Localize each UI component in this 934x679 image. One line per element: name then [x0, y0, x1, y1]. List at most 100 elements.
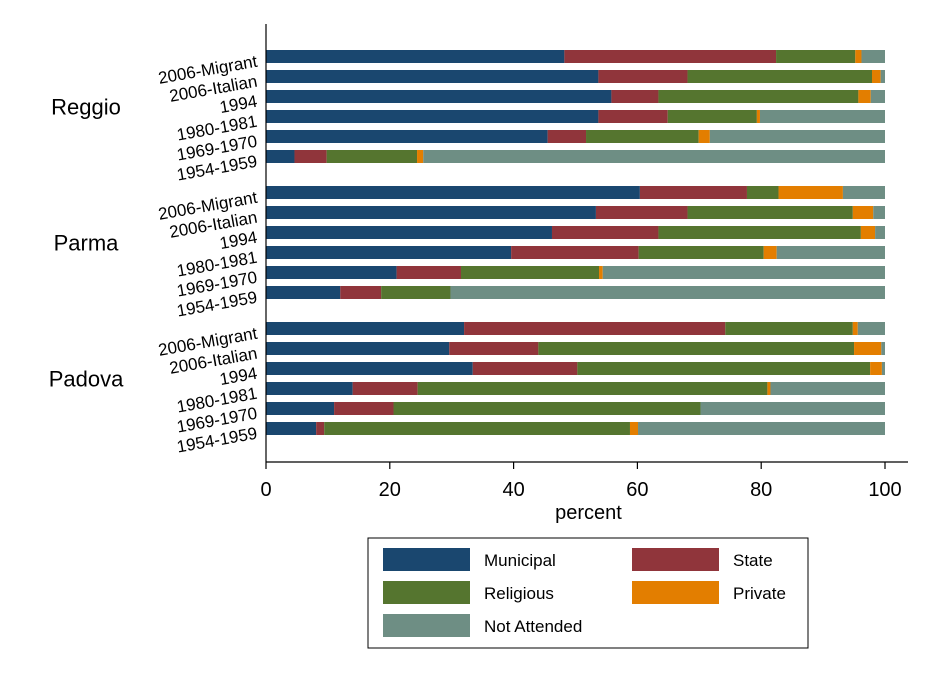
bar-segment-parma-2006-migrant-state [639, 186, 747, 199]
bar-segment-parma-1980-1981-not-attended [776, 246, 885, 259]
bar-segment-parma-2006-migrant-municipal [266, 186, 640, 199]
group-label-parma: Parma [54, 231, 120, 256]
legend-label-not-attended: Not Attended [484, 617, 582, 636]
bar-segment-parma-1994-private [860, 226, 876, 239]
category-labels: 2006-Migrant2006-Italian19941980-1981196… [49, 52, 259, 457]
bar-segment-parma-2006-italian-religious [687, 206, 853, 219]
bar-segment-parma-2006-migrant-not-attended [842, 186, 885, 199]
legend-label-private: Private [733, 584, 786, 603]
x-tick-label: 20 [379, 479, 401, 501]
bar-segment-reggio-1954-1959-municipal [266, 150, 295, 163]
bar-segment-parma-2006-italian-municipal [266, 206, 596, 219]
legend-swatch-religious [383, 581, 470, 604]
bar-segment-padova-2006-italian-religious [538, 342, 855, 355]
bar-segment-reggio-2006-italian-not-attended [880, 70, 885, 83]
group-label-reggio: Reggio [51, 95, 121, 120]
bar-segment-reggio-1969-1970-private [698, 130, 710, 143]
bar-segment-reggio-2006-migrant-religious [776, 50, 856, 63]
bar-segment-reggio-2006-migrant-private [855, 50, 862, 63]
bar-segment-parma-1980-1981-municipal [266, 246, 512, 259]
x-tick-label: 60 [626, 479, 648, 501]
bar-segment-padova-1980-1981-religious [417, 382, 768, 395]
bar-segment-padova-1980-1981-municipal [266, 382, 353, 395]
bar-segment-reggio-1954-1959-private [417, 150, 424, 163]
bar-segment-padova-2006-migrant-private [852, 322, 858, 335]
bar-segment-parma-1969-1970-religious [460, 266, 600, 279]
legend-label-municipal: Municipal [484, 551, 556, 570]
bar-segment-padova-1969-1970-not-attended [700, 402, 885, 415]
bar-segment-parma-1954-1959-not-attended [450, 286, 885, 299]
bar-segment-padova-2006-italian-municipal [266, 342, 450, 355]
legend: Municipal State Religious Private Not Attend… [367, 537, 809, 649]
x-tick-label: 100 [868, 479, 901, 501]
bar-segment-padova-1954-1959-municipal [266, 422, 317, 435]
bar-segment-parma-1980-1981-religious [638, 246, 764, 259]
bar-segment-padova-2006-migrant-religious [725, 322, 853, 335]
bar-segment-reggio-1980-1981-state [598, 110, 668, 123]
bar-segment-parma-1954-1959-religious [381, 286, 451, 299]
x-tick-label: 0 [260, 479, 271, 501]
bar-segment-parma-1954-1959-municipal [266, 286, 341, 299]
bar-segment-reggio-1969-1970-municipal [266, 130, 548, 143]
bar-segment-parma-2006-migrant-private [778, 186, 843, 199]
bar-segment-parma-1969-1970-not-attended [602, 266, 885, 279]
bar-segment-parma-1969-1970-state [396, 266, 461, 279]
bar-segment-reggio-1954-1959-religious [326, 150, 418, 163]
bar-segment-parma-1969-1970-municipal [266, 266, 397, 279]
bar-segment-padova-1954-1959-religious [324, 422, 630, 435]
bar-segment-padova-1969-1970-religious [393, 402, 701, 415]
bar-segment-reggio-1980-1981-religious [667, 110, 757, 123]
bar-segment-parma-1954-1959-state [340, 286, 382, 299]
bar-segment-padova-1994-not-attended [881, 362, 885, 375]
bar-segment-padova-2006-italian-not-attended [881, 342, 885, 355]
bar-segment-padova-1969-1970-municipal [266, 402, 335, 415]
bar-segment-reggio-2006-italian-religious [687, 70, 873, 83]
group-label-padova: Padova [49, 367, 124, 392]
bar-segment-parma-2006-italian-state [595, 206, 688, 219]
x-tick-label: 80 [750, 479, 772, 501]
x-tick-label: 40 [502, 479, 524, 501]
bar-segment-reggio-1980-1981-private [756, 110, 760, 123]
bar-segment-parma-1980-1981-private [763, 246, 777, 259]
bar-segment-parma-1994-not-attended [875, 226, 885, 239]
bar-segment-reggio-1994-municipal [266, 90, 612, 103]
legend-swatch-municipal [383, 548, 470, 571]
bar-segment-reggio-2006-italian-state [598, 70, 688, 83]
legend-swatch-state [632, 548, 719, 571]
legend-label-religious: Religious [484, 584, 554, 603]
bar-segment-reggio-1994-private [858, 90, 871, 103]
bar-segment-padova-1954-1959-not-attended [638, 422, 885, 435]
bar-segment-padova-2006-italian-state [449, 342, 539, 355]
bar-segment-padova-2006-italian-private [854, 342, 882, 355]
x-axis-title: percent [555, 502, 622, 524]
bar-segment-reggio-2006-italian-municipal [266, 70, 599, 83]
bar-segment-reggio-1954-1959-not-attended [423, 150, 885, 163]
bar-segment-reggio-1994-religious [658, 90, 859, 103]
bar-segment-parma-1994-state [551, 226, 659, 239]
bar-segment-padova-1980-1981-not-attended [770, 382, 885, 395]
legend-swatch-private [632, 581, 719, 604]
bar-segment-padova-1980-1981-private [767, 382, 771, 395]
x-axis: 0 20 40 60 80 100 [260, 24, 908, 501]
bar-segment-padova-1980-1981-state [352, 382, 418, 395]
bar-segment-padova-1994-private [870, 362, 882, 375]
bar-segment-parma-1994-religious [658, 226, 861, 239]
bar-segment-parma-2006-italian-not-attended [873, 206, 885, 219]
bar-segment-parma-2006-migrant-religious [746, 186, 779, 199]
bar-segment-parma-1980-1981-state [511, 246, 639, 259]
bar-segment-reggio-2006-migrant-not-attended [861, 50, 885, 63]
bar-segment-parma-1994-municipal [266, 226, 552, 239]
bar-segment-reggio-2006-italian-private [872, 70, 881, 83]
bar-segment-reggio-1969-1970-not-attended [709, 130, 885, 143]
bar-segment-padova-1954-1959-state [316, 422, 325, 435]
bar-segment-padova-1969-1970-state [334, 402, 394, 415]
bar-segment-padova-1994-religious [577, 362, 871, 375]
bar-segment-padova-2006-migrant-municipal [266, 322, 465, 335]
bar-segment-reggio-1994-not-attended [870, 90, 885, 103]
bar-segment-reggio-1954-1959-state [294, 150, 327, 163]
bar-segment-padova-1994-state [472, 362, 578, 375]
bar-segment-reggio-1980-1981-municipal [266, 110, 599, 123]
bar-segment-parma-1969-1970-private [599, 266, 603, 279]
bar-segment-padova-2006-migrant-state [464, 322, 726, 335]
